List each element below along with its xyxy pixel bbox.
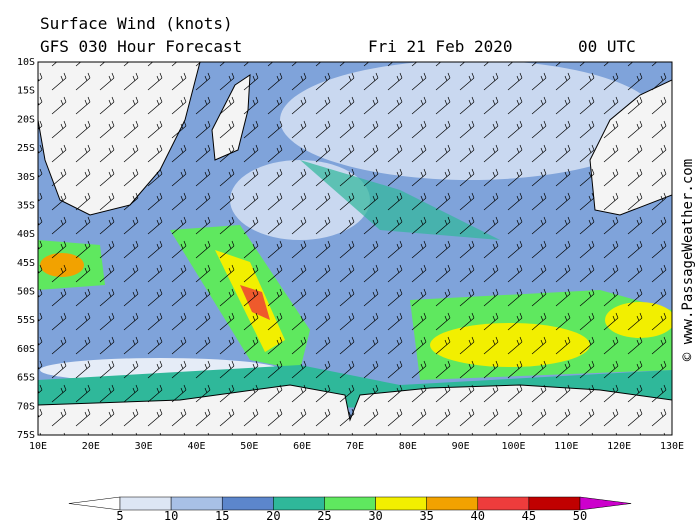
lon-label: 80E: [399, 441, 417, 452]
time: 00 UTC: [578, 37, 636, 56]
lat-label: 45S: [17, 258, 35, 269]
lon-label: 50E: [240, 441, 258, 452]
lat-label: 10S: [17, 57, 35, 68]
colorbar-label: 25: [317, 509, 331, 523]
colorbar-high: [579, 496, 632, 511]
lat-label: 55S: [17, 315, 35, 326]
map: [38, 62, 672, 435]
wind-barbs: [38, 62, 672, 435]
lat-label: 15S: [17, 86, 35, 97]
title: Surface Wind (knots): [40, 14, 233, 33]
date: Fri 21 Feb 2020: [368, 37, 513, 56]
lat-label: 35S: [17, 200, 35, 211]
map-frame: [37, 61, 673, 436]
lat-label: 60S: [17, 344, 35, 355]
colorbar-label: 15: [215, 509, 229, 523]
lat-label: 40S: [17, 229, 35, 240]
colorbar-label: 30: [368, 509, 382, 523]
colorbar-label: 20: [266, 509, 280, 523]
colorbar-label: 40: [471, 509, 485, 523]
lon-label: 110E: [554, 441, 578, 452]
lon-label: 130E: [660, 441, 684, 452]
lon-label: 100E: [501, 441, 525, 452]
colorbar-label: 45: [522, 509, 536, 523]
colorbar-label: 35: [419, 509, 433, 523]
colorbar-label: 5: [116, 509, 123, 523]
lon-label: 60E: [293, 441, 311, 452]
lat-label: 65S: [17, 373, 35, 384]
subtitle: GFS 030 Hour Forecast: [40, 37, 242, 56]
lat-label: 50S: [17, 287, 35, 298]
lat-label: 75S: [17, 430, 35, 441]
lat-label: 30S: [17, 172, 35, 183]
lon-label: 20E: [82, 441, 100, 452]
lat-label: 70S: [17, 401, 35, 412]
lon-label: 40E: [187, 441, 205, 452]
lon-label: 120E: [607, 441, 631, 452]
lat-label: 25S: [17, 143, 35, 154]
lat-label: 20S: [17, 114, 35, 125]
lon-label: 90E: [452, 441, 470, 452]
lon-label: 70E: [346, 441, 364, 452]
lon-label: 10E: [29, 441, 47, 452]
lon-label: 30E: [135, 441, 153, 452]
colorbar-label: 50: [573, 509, 587, 523]
colorbar-low: [68, 496, 121, 511]
credit: © www.PassageWeather.com: [680, 159, 696, 361]
colorbar-label: 10: [164, 509, 178, 523]
